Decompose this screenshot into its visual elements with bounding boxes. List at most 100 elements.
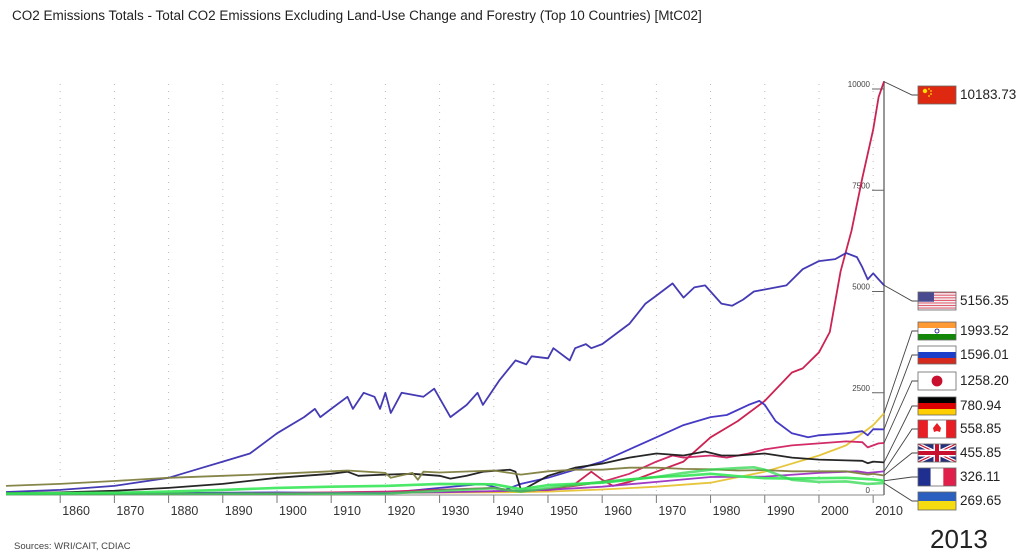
y-tick-label: 10000	[848, 80, 871, 89]
x-tick-label: 1990	[767, 504, 795, 518]
y-tick-label: 0	[866, 486, 871, 495]
legend: 10183.73 5156.35 1993.52 1596.01 1258.20 780.…	[883, 81, 1016, 511]
flag-stripe	[918, 303, 956, 305]
legend-connector	[883, 482, 918, 502]
flag-part	[918, 397, 956, 403]
flag-stripe	[918, 308, 956, 310]
x-tick-label: 1930	[442, 504, 470, 518]
flag-chakra	[934, 328, 940, 334]
flag-star	[930, 90, 932, 92]
flag-star	[928, 95, 930, 97]
flag-part	[918, 420, 928, 438]
japan-flag-icon	[917, 371, 957, 391]
legend-item-usa: 5156.35	[883, 284, 1009, 311]
axes: 1860 1870 1880 1890 1900 1910 1920 1930 1940 1950…	[6, 80, 903, 518]
legend-value: 269.65	[960, 493, 1001, 508]
x-tick-label: 1940	[496, 504, 524, 518]
flag-border	[917, 321, 957, 341]
flag-stripe	[918, 304, 956, 307]
legend-item-india: 1993.52	[883, 321, 1009, 414]
flag-part	[918, 334, 956, 340]
grid-lines	[59, 84, 874, 494]
legend-item-russia: 1596.01	[883, 345, 1009, 430]
flag-stripe	[918, 297, 956, 299]
x-tick-label: 1860	[62, 504, 90, 518]
series-line-uk	[5, 466, 885, 487]
india-flag-icon	[917, 321, 957, 341]
flag-border	[917, 85, 957, 105]
flag-sun	[931, 375, 943, 387]
russia-flag-icon	[917, 345, 957, 365]
flag-stripe	[918, 306, 956, 308]
uk-flag-icon	[917, 442, 957, 464]
flag-part	[918, 352, 956, 358]
flag-part	[918, 492, 956, 501]
flag-stripe	[918, 307, 956, 309]
flag-star	[928, 88, 930, 90]
china-flag-icon	[917, 85, 957, 105]
x-tick-label: 1970	[658, 504, 686, 518]
legend-item-uk: 455.85	[883, 442, 1001, 476]
flag-part	[918, 358, 956, 364]
legend-connector	[883, 428, 918, 472]
legend-item-canada: 558.85	[883, 419, 1001, 472]
legend-value: 558.85	[960, 421, 1001, 436]
flag-border	[917, 491, 957, 511]
y-tick-label: 5000	[852, 283, 870, 292]
flag-stripe	[918, 301, 956, 303]
usa-flag-icon	[917, 291, 957, 311]
flag-border	[917, 371, 957, 391]
x-tick-label: 2010	[875, 504, 903, 518]
series-line-ukraine	[5, 465, 885, 496]
flag-border	[917, 291, 957, 311]
current-year-label: 2013	[930, 524, 988, 554]
germany-flag-icon	[917, 396, 957, 416]
legend-value: 10183.73	[960, 87, 1016, 102]
flag-part	[946, 420, 956, 438]
legend-connector	[883, 284, 918, 302]
x-tick-label: 1980	[713, 504, 741, 518]
flag-part	[943, 468, 956, 486]
flag-star	[930, 93, 932, 95]
legend-item-ukraine: 269.65	[883, 482, 1001, 511]
series-line-russia	[5, 399, 885, 495]
flag-border	[917, 419, 957, 439]
legend-connector	[883, 354, 918, 430]
chart-title: CO2 Emissions Totals - Total CO2 Emissio…	[12, 8, 702, 23]
x-tick-label: 1950	[550, 504, 578, 518]
flag-stripe	[918, 299, 956, 301]
flag-stripe	[918, 294, 956, 296]
flag-stripe	[918, 292, 956, 294]
flag-stripe	[918, 293, 956, 295]
flag-part	[918, 328, 956, 334]
legend-value: 1993.52	[960, 323, 1009, 338]
x-tick-label: 1960	[604, 504, 632, 518]
france-flag-icon	[917, 467, 957, 487]
flag-part	[930, 468, 944, 486]
flag-part	[918, 346, 956, 352]
legend-value: 1596.01	[960, 347, 1009, 362]
flag-leaf	[933, 423, 941, 432]
legend-item-france: 326.11	[883, 467, 1000, 487]
legend-value: 5156.35	[960, 293, 1009, 308]
canada-flag-icon	[917, 419, 957, 439]
flag-part	[918, 409, 956, 415]
legend-item-germany: 780.94	[883, 396, 1002, 463]
legend-connector	[883, 380, 918, 444]
flag-stripe	[918, 298, 956, 300]
source-note: Sources: WRI/CAIT, CDIAC	[14, 541, 131, 552]
series-line-usa	[5, 252, 885, 493]
flag-star	[922, 88, 928, 94]
flag-part	[918, 501, 956, 510]
legend-item-china: 10183.73	[883, 81, 1016, 105]
flag-part	[918, 468, 931, 486]
legend-connector	[883, 476, 918, 482]
x-tick-label: 1900	[279, 504, 307, 518]
legend-connector	[883, 81, 918, 96]
x-tick-label: 2000	[821, 504, 849, 518]
flag-border	[917, 467, 957, 487]
legend-connector	[883, 330, 918, 414]
flag-field	[918, 86, 956, 104]
x-tick-label: 1920	[387, 504, 415, 518]
